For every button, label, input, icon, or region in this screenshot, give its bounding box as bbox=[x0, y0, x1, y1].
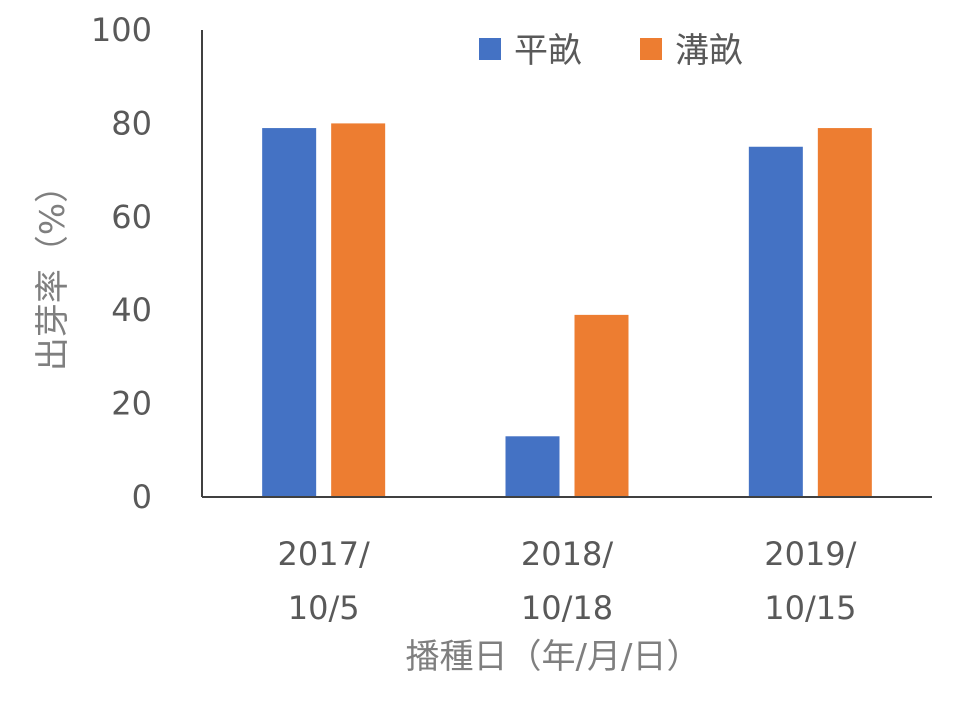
bar bbox=[331, 123, 386, 498]
y-tick-label: 80 bbox=[111, 104, 152, 142]
bars bbox=[262, 123, 872, 498]
y-axis-title: 出芽率（%） bbox=[33, 169, 73, 371]
x-tick-label: 10/18 bbox=[521, 589, 613, 627]
x-axis-ticks: 2017/10/5 2018/10/18 2019/10/15 bbox=[278, 535, 857, 627]
legend: 平畝 溝畝 bbox=[479, 31, 743, 71]
x-tick-label: 2018/ bbox=[521, 535, 613, 573]
x-tick-label: 2017/ bbox=[278, 535, 370, 573]
bar bbox=[817, 128, 872, 497]
y-tick-label: 100 bbox=[91, 11, 152, 49]
bar bbox=[574, 314, 629, 497]
bar bbox=[505, 436, 560, 497]
y-tick-label: 20 bbox=[111, 385, 152, 423]
x-axis-title: 播種日（年/月/日） bbox=[406, 637, 701, 677]
legend-swatch bbox=[640, 38, 662, 60]
y-tick-label: 0 bbox=[132, 478, 152, 516]
x-tick-label: 10/5 bbox=[288, 589, 360, 627]
bar bbox=[262, 128, 317, 497]
y-tick-label: 60 bbox=[111, 198, 152, 236]
legend-swatch bbox=[479, 38, 501, 60]
legend-label: 平畝 bbox=[514, 31, 582, 71]
bar bbox=[748, 146, 803, 497]
y-tick-label: 40 bbox=[111, 291, 152, 329]
x-tick-label: 10/15 bbox=[764, 589, 856, 627]
x-tick-label: 2019/ bbox=[764, 535, 856, 573]
legend-label: 溝畝 bbox=[675, 31, 743, 71]
y-axis-ticks: 0 20 40 60 80 100 bbox=[91, 11, 152, 516]
